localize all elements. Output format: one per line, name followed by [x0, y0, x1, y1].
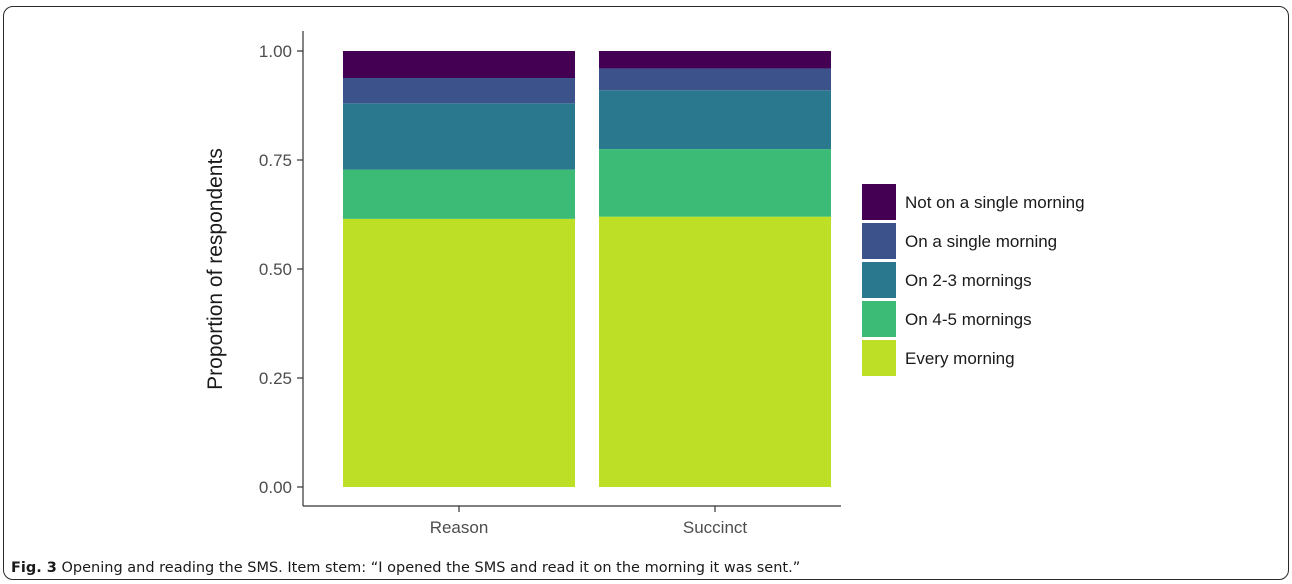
bars-layer	[343, 51, 831, 488]
figure-caption: Fig. 3 Opening and reading the SMS. Item…	[11, 560, 800, 576]
legend-label-on-4-5-mornings: On 4-5 mornings	[905, 310, 1032, 329]
y-tick-label: 0.50	[259, 260, 292, 279]
x-tick-label: Succinct	[683, 518, 748, 537]
y-tick-label: 0.25	[259, 369, 292, 388]
stacked-bar-chart: 0.00 0.25 0.50 0.75 1.00 Reason Succinct Propor…	[204, 31, 1085, 537]
legend-layer: Not on a single morning On a single morni…	[862, 184, 1085, 376]
axes-layer: 0.00 0.25 0.50 0.75 1.00 Reason Succinct Propor…	[204, 31, 841, 537]
x-tick-label: Reason	[430, 518, 489, 537]
bar-succinct-every-morning	[599, 216, 831, 487]
legend-label-not-on-a-single-morning: Not on a single morning	[905, 193, 1085, 212]
legend-label-on-a-single-morning: On a single morning	[905, 232, 1057, 251]
bar-reason-every-morning	[343, 218, 575, 488]
bar-succinct-on-a-single-morning	[599, 68, 831, 91]
legend-label-every-morning: Every morning	[905, 349, 1015, 368]
legend-swatch-not-on-a-single-morning	[862, 184, 896, 220]
bar-reason-on-4-5-mornings	[343, 169, 575, 219]
legend-swatch-every-morning	[862, 340, 896, 376]
y-tick-label: 1.00	[259, 42, 292, 61]
bar-succinct-on-4-5-mornings	[599, 149, 831, 217]
bar-reason-not-on-a-single-morning	[343, 51, 575, 79]
y-tick-label: 0.00	[259, 478, 292, 497]
y-tick-label: 0.75	[259, 151, 292, 170]
figure-label: Fig. 3	[11, 560, 57, 576]
legend-label-on-2-3-mornings: On 2-3 mornings	[905, 271, 1032, 290]
bar-succinct-on-2-3-mornings	[599, 90, 831, 150]
bar-reason-on-a-single-morning	[343, 78, 575, 104]
caption-text: Opening and reading the SMS. Item stem: …	[56, 560, 801, 576]
bar-reason-on-2-3-mornings	[343, 103, 575, 170]
legend-swatch-on-a-single-morning	[862, 223, 896, 259]
figure-frame: 0.00 0.25 0.50 0.75 1.00 Reason Succinct Propor…	[3, 6, 1289, 580]
legend-swatch-on-2-3-mornings	[862, 262, 896, 298]
legend-swatch-on-4-5-mornings	[862, 301, 896, 337]
y-axis-title: Proportion of respondents	[204, 148, 227, 390]
bar-succinct-not-on-a-single-morning	[599, 51, 831, 69]
